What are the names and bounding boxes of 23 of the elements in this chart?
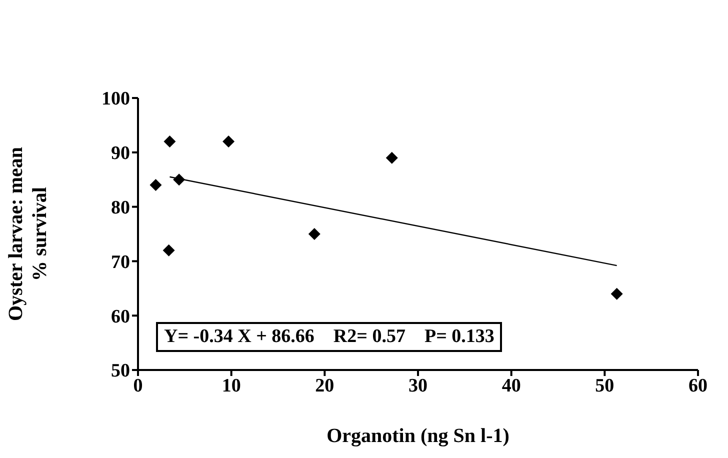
- point: [308, 228, 320, 240]
- annotation: Y= -0.34 X + 86.66 R2= 0.57 P= 0.133: [156, 322, 502, 352]
- point: [386, 152, 398, 164]
- point: [610, 288, 623, 300]
- y-tick-label: 100: [102, 88, 130, 110]
- x-tick-label: 40: [502, 375, 521, 396]
- y-tick-label: 80: [111, 198, 130, 219]
- x-tick-label: 20: [315, 375, 334, 396]
- x-tick-label: 50: [595, 375, 614, 396]
- x-tick-label: 10: [222, 375, 241, 396]
- x-tick-label: 30: [408, 375, 428, 396]
- y-tick-label: 90: [111, 143, 130, 164]
- point: [222, 136, 235, 148]
- point: [162, 244, 175, 256]
- point: [150, 179, 162, 192]
- y-tick-label: 60: [111, 306, 130, 328]
- y-tick-label: 50: [111, 360, 130, 382]
- y-tick-label: 70: [111, 252, 130, 273]
- y-axis-title: Oyster larvae: mean % survival: [5, 146, 51, 322]
- x-axis-title: Organotin (ng Sn l-1): [326, 425, 510, 447]
- point: [164, 136, 176, 148]
- x-tick-label: 60: [688, 375, 708, 396]
- x-tick-label: 0: [133, 375, 143, 396]
